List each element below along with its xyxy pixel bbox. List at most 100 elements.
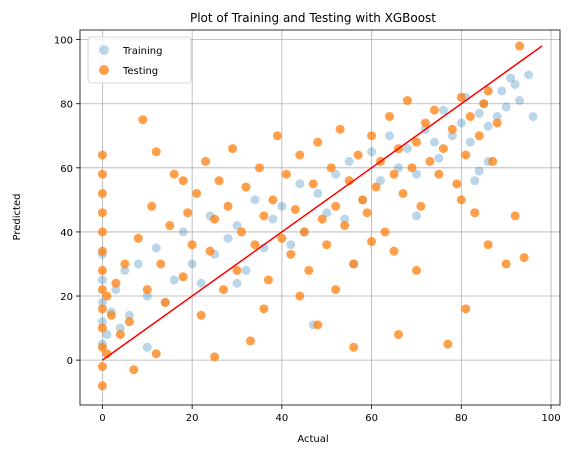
data-point-testing: [214, 176, 224, 186]
data-point-testing: [389, 246, 399, 256]
data-point-testing: [97, 169, 107, 179]
data-point-testing: [129, 365, 139, 375]
data-point-training: [340, 214, 350, 224]
data-point-training: [196, 278, 206, 288]
data-point-testing: [268, 195, 278, 205]
data-point-testing: [236, 227, 246, 237]
data-point-testing: [353, 150, 363, 160]
data-point-testing: [519, 253, 529, 263]
data-point-training: [111, 285, 121, 295]
data-point-testing: [259, 304, 269, 314]
data-point-training: [429, 137, 439, 147]
data-point-training: [438, 105, 448, 115]
data-point-testing: [425, 156, 435, 166]
data-point-training: [385, 131, 395, 141]
data-point-training: [474, 108, 484, 118]
data-point-testing: [474, 131, 484, 141]
data-point-testing: [232, 265, 242, 275]
data-point-testing: [299, 227, 309, 237]
data-point-testing: [461, 150, 471, 160]
data-point-testing: [210, 352, 220, 362]
data-point-testing: [97, 362, 107, 372]
data-point-testing: [281, 169, 291, 179]
data-point-testing: [488, 156, 498, 166]
chart-title: Plot of Training and Testing with XGBoos…: [190, 11, 436, 25]
data-point-training: [97, 297, 107, 307]
data-point-testing: [313, 320, 323, 330]
data-point-testing: [277, 233, 287, 243]
data-point-testing: [263, 275, 273, 285]
data-point-testing: [340, 221, 350, 231]
data-point-testing: [169, 169, 179, 179]
x-tick-label: 40: [276, 413, 289, 424]
data-point-testing: [371, 182, 381, 192]
data-point-testing: [241, 182, 251, 192]
data-point-testing: [402, 96, 412, 106]
legend-label-testing: Testing: [122, 66, 158, 77]
data-point-training: [492, 112, 502, 122]
data-point-testing: [259, 211, 269, 221]
data-point-testing: [97, 265, 107, 275]
data-point-testing: [456, 92, 466, 102]
legend: Training Testing: [87, 36, 192, 84]
data-point-testing: [124, 317, 134, 327]
data-point-training: [510, 79, 520, 89]
data-point-training: [133, 259, 143, 269]
legend-marker-testing: [99, 65, 109, 75]
axes-frame: [79, 29, 561, 406]
data-point-testing: [142, 285, 152, 295]
data-point-testing: [97, 381, 107, 391]
data-point-testing: [335, 124, 345, 134]
data-point-testing: [304, 265, 314, 275]
data-point-testing: [429, 105, 439, 115]
data-point-training: [376, 176, 386, 186]
data-point-testing: [295, 150, 305, 160]
x-axis-label: Actual: [297, 434, 328, 445]
data-point-training: [115, 323, 125, 333]
data-point-training: [447, 131, 457, 141]
data-point-training: [295, 179, 305, 189]
data-point-training: [344, 156, 354, 166]
data-point-testing: [196, 310, 206, 320]
data-point-testing: [349, 259, 359, 269]
data-point-testing: [192, 188, 202, 198]
data-point-testing: [438, 144, 448, 154]
data-point-training: [470, 176, 480, 186]
data-point-testing: [461, 304, 471, 314]
data-point-testing: [465, 112, 475, 122]
data-point-testing: [385, 112, 395, 122]
y-tick-label: 60: [60, 164, 73, 175]
data-point-testing: [407, 163, 417, 173]
data-point-testing: [254, 163, 264, 173]
data-point-testing: [97, 227, 107, 237]
data-point-training: [528, 112, 538, 122]
data-point-training: [178, 227, 188, 237]
data-point-testing: [286, 249, 296, 259]
data-point-testing: [165, 221, 175, 231]
data-point-training: [394, 163, 404, 173]
plot-area: [97, 41, 543, 391]
data-point-testing: [479, 99, 489, 109]
data-point-testing: [102, 291, 112, 301]
data-point-testing: [510, 211, 520, 221]
data-point-training: [411, 211, 421, 221]
data-point-testing: [245, 336, 255, 346]
data-point-training: [268, 214, 278, 224]
data-point-testing: [147, 201, 157, 211]
data-point-training: [474, 166, 484, 176]
x-tick-label: 20: [186, 413, 199, 424]
data-point-testing: [443, 339, 453, 349]
data-point-training: [223, 233, 233, 243]
data-point-testing: [483, 86, 493, 96]
data-point-training: [232, 278, 242, 288]
x-tick-label: 80: [455, 413, 468, 424]
data-point-testing: [492, 118, 502, 128]
data-point-training: [497, 86, 507, 96]
data-point-testing: [183, 208, 193, 218]
data-point-testing: [398, 188, 408, 198]
data-point-training: [97, 317, 107, 327]
data-point-testing: [133, 233, 143, 243]
data-point-training: [124, 310, 134, 320]
data-point-testing: [501, 259, 511, 269]
